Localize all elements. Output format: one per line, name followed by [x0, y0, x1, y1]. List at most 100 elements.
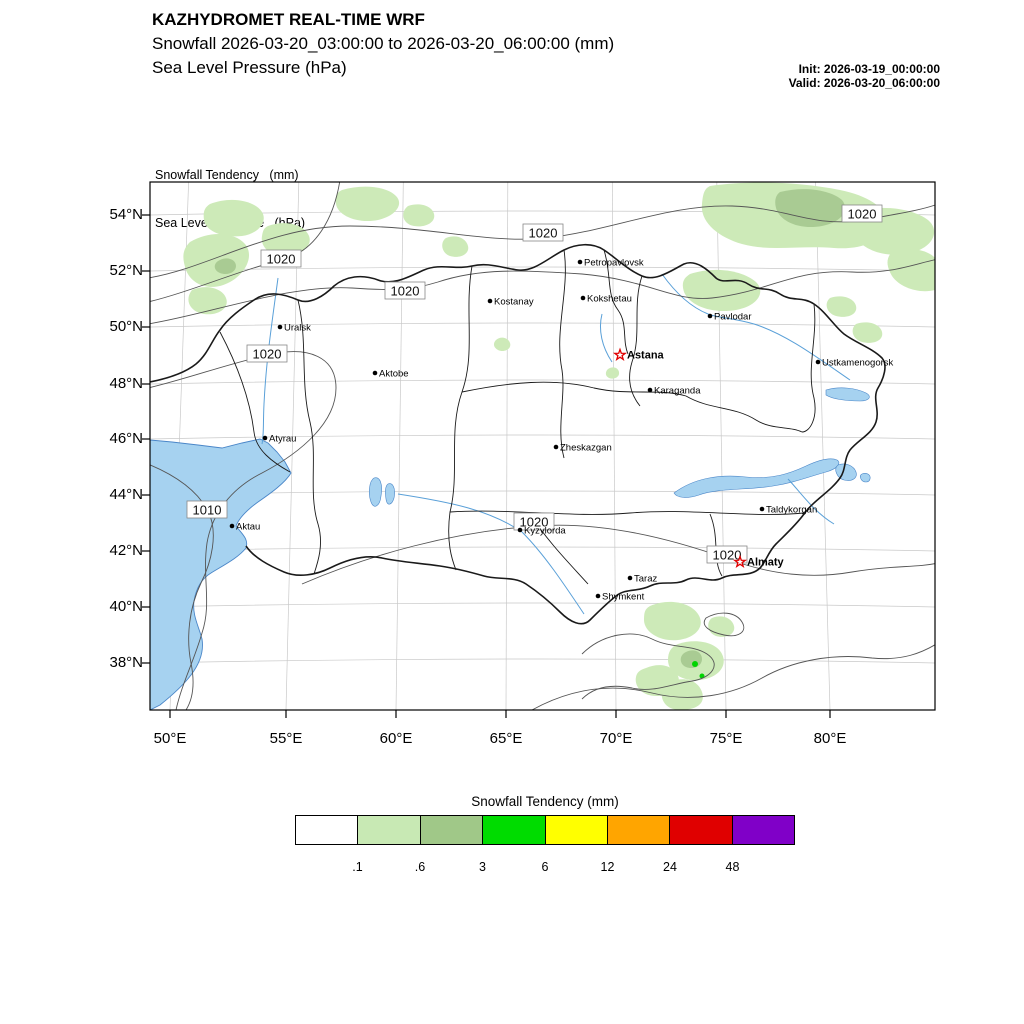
oblast-border	[448, 265, 473, 571]
city-label: Atyrau	[269, 434, 296, 445]
lat-label: 48°N	[109, 375, 143, 392]
pressure-label: 1020	[841, 204, 883, 223]
grid-meridian	[505, 182, 509, 710]
page-subtitle-snowfall: Snowfall 2026-03-20_03:00:00 to 2026-03-…	[152, 34, 615, 53]
lake	[825, 387, 870, 402]
snowfall-patch	[605, 367, 620, 379]
city-dot-icon	[627, 575, 633, 581]
star-icon	[612, 347, 628, 362]
colorbar-cell	[358, 816, 421, 844]
lat-label: 40°N	[109, 598, 143, 615]
city-dot-icon	[229, 523, 235, 529]
lon-label: 75°E	[709, 730, 743, 747]
city-marker-petropavlovsk: Petropavlovsk	[577, 258, 644, 269]
colorbar-tick-label: 6	[541, 860, 549, 874]
colorbar-title: Snowfall Tendency (mm)	[471, 794, 619, 809]
lake	[835, 463, 857, 481]
oblast-border	[219, 331, 291, 473]
caspian-sea	[150, 438, 292, 710]
snowfall-patch	[852, 322, 883, 343]
snowfall-patch	[203, 199, 264, 237]
city-marker-uralsk: Uralsk	[277, 323, 311, 334]
lon-label: 65°E	[489, 730, 523, 747]
colorbar	[295, 815, 795, 845]
grid-parallel	[150, 434, 935, 440]
star-icon	[732, 554, 748, 569]
city-dot-icon	[580, 295, 586, 301]
river	[661, 273, 851, 381]
grid-parallel	[150, 266, 935, 272]
pressure-label: 1020	[513, 512, 555, 531]
city-marker-karaganda: Karaganda	[647, 386, 701, 397]
lon-label: 80°E	[813, 730, 847, 747]
colorbar-cell	[545, 816, 608, 844]
lat-label: 50°N	[109, 318, 143, 335]
lat-label: 44°N	[109, 486, 143, 503]
city-dot-icon	[707, 313, 713, 319]
oblast-border	[801, 303, 816, 433]
city-dot-icon	[262, 435, 268, 441]
city-label: Aktobe	[379, 369, 409, 380]
colorbar-tick-label: .1	[352, 860, 363, 874]
city-marker-almaty: Almaty	[732, 554, 785, 569]
city-marker-kostanay: Kostanay	[487, 297, 534, 308]
colorbar-cell	[420, 816, 484, 844]
river	[397, 493, 585, 615]
city-marker-aktobe: Aktobe	[372, 369, 409, 380]
snowfall-patch	[708, 616, 735, 637]
snowfall-patch	[335, 186, 400, 222]
snowfall-patch	[644, 601, 701, 641]
lon-label: 70°E	[599, 730, 633, 747]
lake	[673, 458, 840, 498]
colorbar-tick-label: 3	[479, 860, 486, 874]
snowfall-patch	[887, 249, 935, 292]
oblast-border	[603, 249, 629, 355]
pressure-contour	[150, 464, 214, 710]
city-label: Pavlodar	[714, 312, 752, 323]
oblast-border	[449, 510, 805, 515]
snowfall-patch	[214, 258, 236, 275]
city-dot-icon	[759, 506, 765, 512]
lon-label: 60°E	[379, 730, 413, 747]
snowfall-patch	[183, 233, 250, 287]
lat-label: 38°N	[109, 654, 143, 671]
city-label: Taldykorgan	[766, 505, 817, 516]
snowfall-patch	[661, 679, 703, 710]
city-label: Karaganda	[654, 386, 701, 397]
city-label: Kyzylorda	[524, 526, 566, 537]
city-label: Ustkamenogorsk	[822, 358, 894, 369]
oblast-border	[461, 381, 687, 397]
city-marker-taldykorgan: Taldykorgan	[759, 505, 817, 516]
grid-meridian	[815, 182, 831, 710]
svg-text:1020: 1020	[848, 207, 877, 222]
lat-label: 42°N	[109, 542, 143, 559]
river	[787, 478, 835, 525]
city-label: Kokshetau	[587, 294, 632, 305]
pressure-label: 1020	[706, 545, 748, 564]
lat-label: 54°N	[109, 206, 143, 223]
city-dot-icon	[487, 298, 493, 304]
map-ticks	[142, 214, 831, 718]
city-label: Astana	[627, 350, 665, 362]
city-label: Petropavlovsk	[584, 258, 644, 269]
river	[261, 277, 279, 445]
pressure-contour	[703, 612, 745, 637]
map-svg: 1020 1020 1020 1020 1020 1010 1020 1020 Petropav…	[142, 181, 936, 718]
lat-label: 46°N	[109, 430, 143, 447]
colorbar-tick-label: 24	[663, 860, 677, 874]
colorbar-cell	[732, 816, 794, 844]
svg-text:1020: 1020	[520, 515, 549, 530]
city-marker-aktau: Aktau	[229, 522, 260, 533]
map-layers: 1020 1020 1020 1020 1020 1010 1020 1020 Petropav…	[150, 182, 935, 710]
run-info: Init: 2026-03-19_00:00:00 Valid: 2026-03…	[789, 62, 940, 90]
city-label: Zheskazgan	[560, 443, 612, 454]
grid-parallel	[150, 379, 935, 385]
grid-parallel	[150, 546, 935, 552]
city-label: Uralsk	[284, 323, 311, 334]
snowfall-patch	[403, 204, 435, 227]
city-marker-shymkent: Shymkent	[595, 592, 645, 603]
colorbar-cell	[296, 816, 359, 844]
colorbar-tick-label: 48	[725, 860, 740, 874]
oblast-border	[629, 275, 643, 407]
city-dot-icon	[815, 359, 821, 365]
